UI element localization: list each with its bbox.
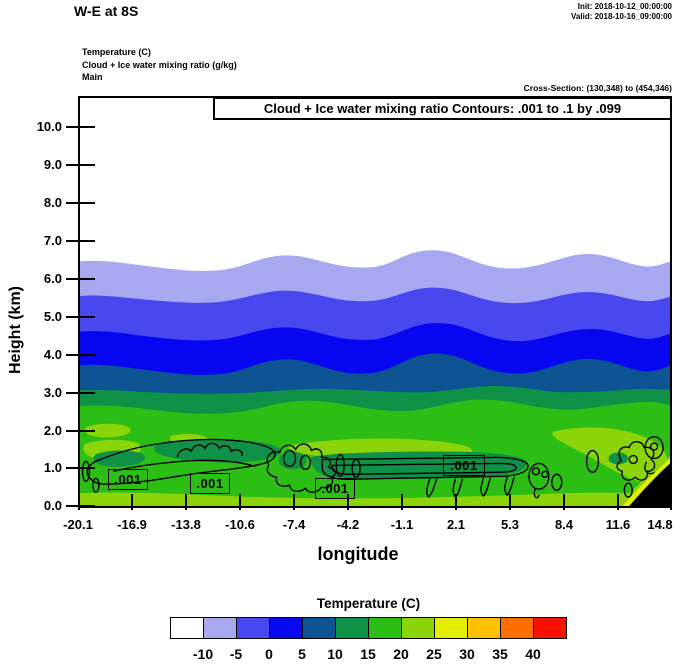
y-tick-label: 3.0 bbox=[43, 385, 62, 400]
x-tick-label: 8.4 bbox=[554, 517, 574, 532]
y-tick bbox=[66, 316, 95, 318]
x-tick bbox=[131, 494, 133, 510]
colorbar-cell bbox=[467, 618, 500, 638]
colorbar-label: 10 bbox=[327, 646, 343, 662]
colorbar-label: 30 bbox=[459, 646, 475, 662]
terrain-mask bbox=[629, 463, 670, 506]
valid-time: Valid: 2018-10-16_09:00:00 bbox=[571, 12, 672, 21]
x-tick bbox=[347, 494, 349, 510]
colorbar-label: 40 bbox=[525, 646, 541, 662]
x-tick-label: 2.1 bbox=[446, 517, 466, 532]
x-tick-label: 5.3 bbox=[500, 517, 520, 532]
y-tick-label: 4.0 bbox=[43, 347, 62, 362]
y-tick bbox=[66, 505, 95, 507]
y-tick bbox=[66, 202, 95, 204]
x-tick bbox=[293, 494, 295, 510]
field-temperature: Temperature (C) bbox=[82, 47, 151, 57]
x-tick bbox=[455, 494, 457, 510]
y-axis-label: Height (km) bbox=[7, 286, 24, 374]
colorbar-label: 25 bbox=[426, 646, 442, 662]
y-tick bbox=[66, 240, 95, 242]
y-tick-label: 7.0 bbox=[43, 233, 62, 248]
colorbar-cell bbox=[171, 618, 203, 638]
colorbar-cell bbox=[335, 618, 368, 638]
y-tick-label: 10.0 bbox=[36, 119, 62, 134]
y-tick-label: 5.0 bbox=[43, 309, 62, 324]
y-tick bbox=[66, 164, 95, 166]
y-tick bbox=[66, 430, 95, 432]
y-tick bbox=[66, 278, 95, 280]
colorbar-cell bbox=[500, 618, 533, 638]
y-tick-label: 0.0 bbox=[43, 498, 62, 513]
contour-info-box: Cloud + Ice water mixing ratio Contours:… bbox=[213, 97, 672, 120]
y-tick-label: 1.0 bbox=[43, 460, 62, 475]
y-tick bbox=[66, 392, 95, 394]
x-tick-label: -10.6 bbox=[225, 517, 255, 532]
temperature-fill-field bbox=[80, 98, 670, 506]
colorbar-title: Temperature (C) bbox=[316, 596, 421, 611]
colorbar-label: 20 bbox=[393, 646, 409, 662]
colorbar-label: 15 bbox=[360, 646, 376, 662]
contour-label-box: .001 bbox=[108, 469, 148, 490]
y-tick bbox=[66, 126, 95, 128]
cross-section-info: Cross-Section: (130,348) to (454,346) bbox=[523, 83, 672, 93]
contour-label-box: .001 bbox=[443, 455, 485, 476]
x-tick-label: -1.1 bbox=[390, 517, 414, 532]
x-tick bbox=[239, 494, 241, 510]
x-tick bbox=[670, 494, 672, 510]
x-tick-label: -13.8 bbox=[171, 517, 201, 532]
y-tick-label: 9.0 bbox=[43, 157, 62, 172]
y-tick bbox=[66, 467, 95, 469]
x-tick-label: -20.1 bbox=[63, 517, 93, 532]
colorbar bbox=[170, 617, 567, 639]
y-tick-label: 8.0 bbox=[43, 195, 62, 210]
x-tick bbox=[617, 494, 619, 510]
x-tick bbox=[563, 494, 565, 510]
contour-label-box: .001 bbox=[190, 473, 230, 494]
colorbar-cell bbox=[203, 618, 236, 638]
field-list: Temperature (C) Cloud + Ice water mixing… bbox=[82, 46, 237, 84]
contour-label-box: .001 bbox=[315, 478, 355, 499]
x-tick bbox=[509, 494, 511, 510]
x-tick-label: 11.6 bbox=[605, 517, 631, 532]
model-times: Init: 2018-10-12_00:00:00 Valid: 2018-10… bbox=[571, 2, 672, 22]
x-tick-label: -4.2 bbox=[336, 517, 360, 532]
colorbar-label: -5 bbox=[229, 646, 243, 662]
colorbar-cell bbox=[269, 618, 302, 638]
field-domain-main: Main bbox=[82, 72, 103, 82]
x-tick-label: -7.4 bbox=[282, 517, 306, 532]
y-tick-label: 6.0 bbox=[43, 271, 62, 286]
x-tick bbox=[78, 494, 80, 510]
y-tick bbox=[66, 354, 95, 356]
colorbar-label: 0 bbox=[265, 646, 273, 662]
x-tick bbox=[401, 494, 403, 510]
colorbar-cell bbox=[236, 618, 269, 638]
x-tick-label: 14.8 bbox=[647, 517, 673, 532]
colorbar-cell bbox=[368, 618, 401, 638]
x-tick-label: -16.9 bbox=[117, 517, 147, 532]
x-axis-label: longitude bbox=[317, 544, 399, 564]
x-tick bbox=[185, 494, 187, 510]
field-cloud-ice-ratio: Cloud + Ice water mixing ratio (g/kg) bbox=[82, 59, 237, 70]
init-time: Init: 2018-10-12_00:00:00 bbox=[577, 2, 672, 11]
y-tick-label: 2.0 bbox=[43, 423, 62, 438]
colorbar-cell bbox=[401, 618, 434, 638]
plot-area: .001 .001 .001 .001 bbox=[78, 96, 672, 508]
colorbar-label: -10 bbox=[192, 646, 214, 662]
page-title: W-E at 8S bbox=[74, 3, 139, 19]
colorbar-cell bbox=[533, 618, 566, 638]
colorbar-label: 5 bbox=[298, 646, 306, 662]
colorbar-label: 35 bbox=[492, 646, 508, 662]
colorbar-cell bbox=[302, 618, 335, 638]
colorbar-cell bbox=[434, 618, 467, 638]
